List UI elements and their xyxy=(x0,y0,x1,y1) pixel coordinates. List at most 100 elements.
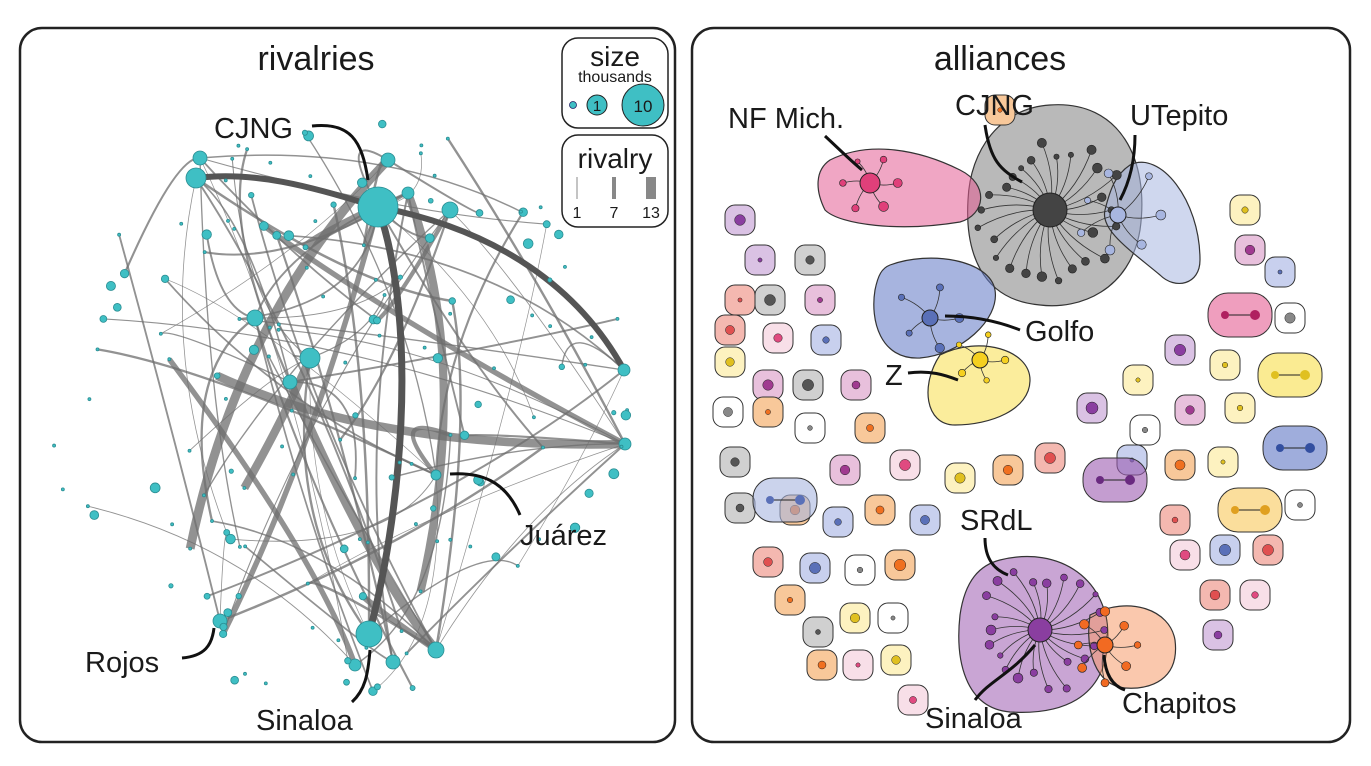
label-golfo: Golfo xyxy=(1025,316,1094,348)
rivalry-edge xyxy=(167,357,358,666)
rivalry-node xyxy=(425,233,435,243)
rivalry-edge xyxy=(435,224,548,651)
rivalry-edge xyxy=(405,443,626,655)
rivalry-edge xyxy=(302,357,370,635)
alliance-node xyxy=(1092,591,1099,598)
rivalry-node xyxy=(355,620,383,648)
alliance-node xyxy=(1063,657,1072,666)
alliance-node xyxy=(1001,355,1010,365)
rivalry-node xyxy=(276,327,281,332)
singleton-node xyxy=(851,380,861,390)
singleton-node xyxy=(822,336,830,344)
rivalry-node xyxy=(237,317,242,321)
rivalry-node xyxy=(223,396,228,401)
rivalry-node xyxy=(385,654,401,670)
rivalry-edge xyxy=(375,208,452,323)
rivalry-node xyxy=(267,325,272,330)
rivalry-node xyxy=(554,229,564,240)
singleton-node xyxy=(909,696,917,704)
rivalry-node xyxy=(422,345,427,350)
singleton-node xyxy=(1174,459,1186,471)
rivalry-node xyxy=(589,335,594,340)
rivalries-title: rivalries xyxy=(257,40,374,78)
rivalry-node xyxy=(491,552,501,562)
alliance-node xyxy=(1136,239,1147,250)
singleton-node xyxy=(815,629,821,635)
pair-node xyxy=(766,496,774,504)
alliance-node xyxy=(1054,277,1063,285)
z-star xyxy=(955,331,1010,384)
size-legend: size thousands 1 10 xyxy=(561,37,669,129)
rivalry-node xyxy=(321,294,326,299)
alliance-node xyxy=(1044,685,1053,694)
rivalry-node xyxy=(435,539,440,544)
singleton-node xyxy=(849,612,861,624)
singleton-node xyxy=(1277,269,1283,275)
rivalry-node xyxy=(246,309,264,327)
rivalry-node xyxy=(430,469,442,481)
rivalry-node xyxy=(584,488,594,498)
alliance-node xyxy=(1067,151,1074,158)
rivalry-edge xyxy=(164,278,437,476)
rivalry-edge xyxy=(103,318,626,445)
rivalry-node xyxy=(95,347,100,352)
rivalry-node xyxy=(228,468,234,474)
rivalry-node xyxy=(506,295,515,305)
rivalry-node xyxy=(160,274,170,283)
singleton-node xyxy=(1185,405,1195,415)
rivalry-node xyxy=(117,232,122,237)
rivalry-legend-title: rivalry xyxy=(578,143,653,174)
alliance-node xyxy=(1077,228,1086,237)
alliance-hub xyxy=(921,309,939,327)
rivalry-node xyxy=(427,641,445,659)
rivalry-node xyxy=(418,151,423,156)
alliance-node xyxy=(1092,162,1103,174)
alliance-node xyxy=(1026,156,1036,165)
size-legend-10-circle xyxy=(621,83,665,127)
rivalry-node xyxy=(219,629,228,638)
rivalry-edge xyxy=(365,205,406,635)
pair-node xyxy=(1260,505,1270,515)
alliance-node xyxy=(1042,578,1052,588)
rivalry-node xyxy=(397,274,403,280)
pair-node xyxy=(1250,310,1260,320)
rivalry-node xyxy=(202,493,206,498)
singleton-node xyxy=(773,333,783,343)
alliance-node xyxy=(1121,661,1131,671)
rivalry-node xyxy=(213,372,221,379)
rivalry-node xyxy=(232,226,237,231)
alliance-node xyxy=(1005,263,1015,273)
rivalry-edge xyxy=(253,317,414,689)
singleton-node xyxy=(855,662,861,668)
singleton-node xyxy=(890,615,896,621)
pair-node xyxy=(1221,311,1229,319)
rivalry-node xyxy=(409,461,414,466)
rivalry-legend: rivalry 1 7 13 xyxy=(561,134,669,228)
pair-node xyxy=(1305,443,1315,453)
rivalry-node xyxy=(541,445,545,450)
singleton-node xyxy=(757,257,763,263)
rivalry-node xyxy=(353,476,357,481)
rivalry-node xyxy=(87,397,92,402)
pair-node xyxy=(1276,444,1284,452)
rivalry-node xyxy=(248,344,259,355)
rivalry-edge xyxy=(304,132,437,476)
pair-node xyxy=(1300,370,1310,380)
arrow-sinaloa-right xyxy=(973,644,1037,701)
singleton-node xyxy=(1209,589,1221,601)
rivalry-node xyxy=(167,357,172,362)
rivalry-edge xyxy=(332,204,371,635)
rivalry-node xyxy=(105,281,116,291)
rivalry-node xyxy=(60,487,65,492)
rivalry-node xyxy=(352,412,359,419)
singleton-node xyxy=(817,297,823,303)
alliance-node xyxy=(1103,168,1114,179)
rivalry-edge xyxy=(206,369,625,598)
rivalry-node xyxy=(611,410,617,416)
rivalry-node xyxy=(374,683,381,691)
rivalry-node xyxy=(280,444,284,449)
rivalry-node xyxy=(338,437,343,442)
rivalry-node xyxy=(448,297,456,305)
rivalry-edge xyxy=(254,317,374,692)
rivalry-edge xyxy=(199,157,241,548)
